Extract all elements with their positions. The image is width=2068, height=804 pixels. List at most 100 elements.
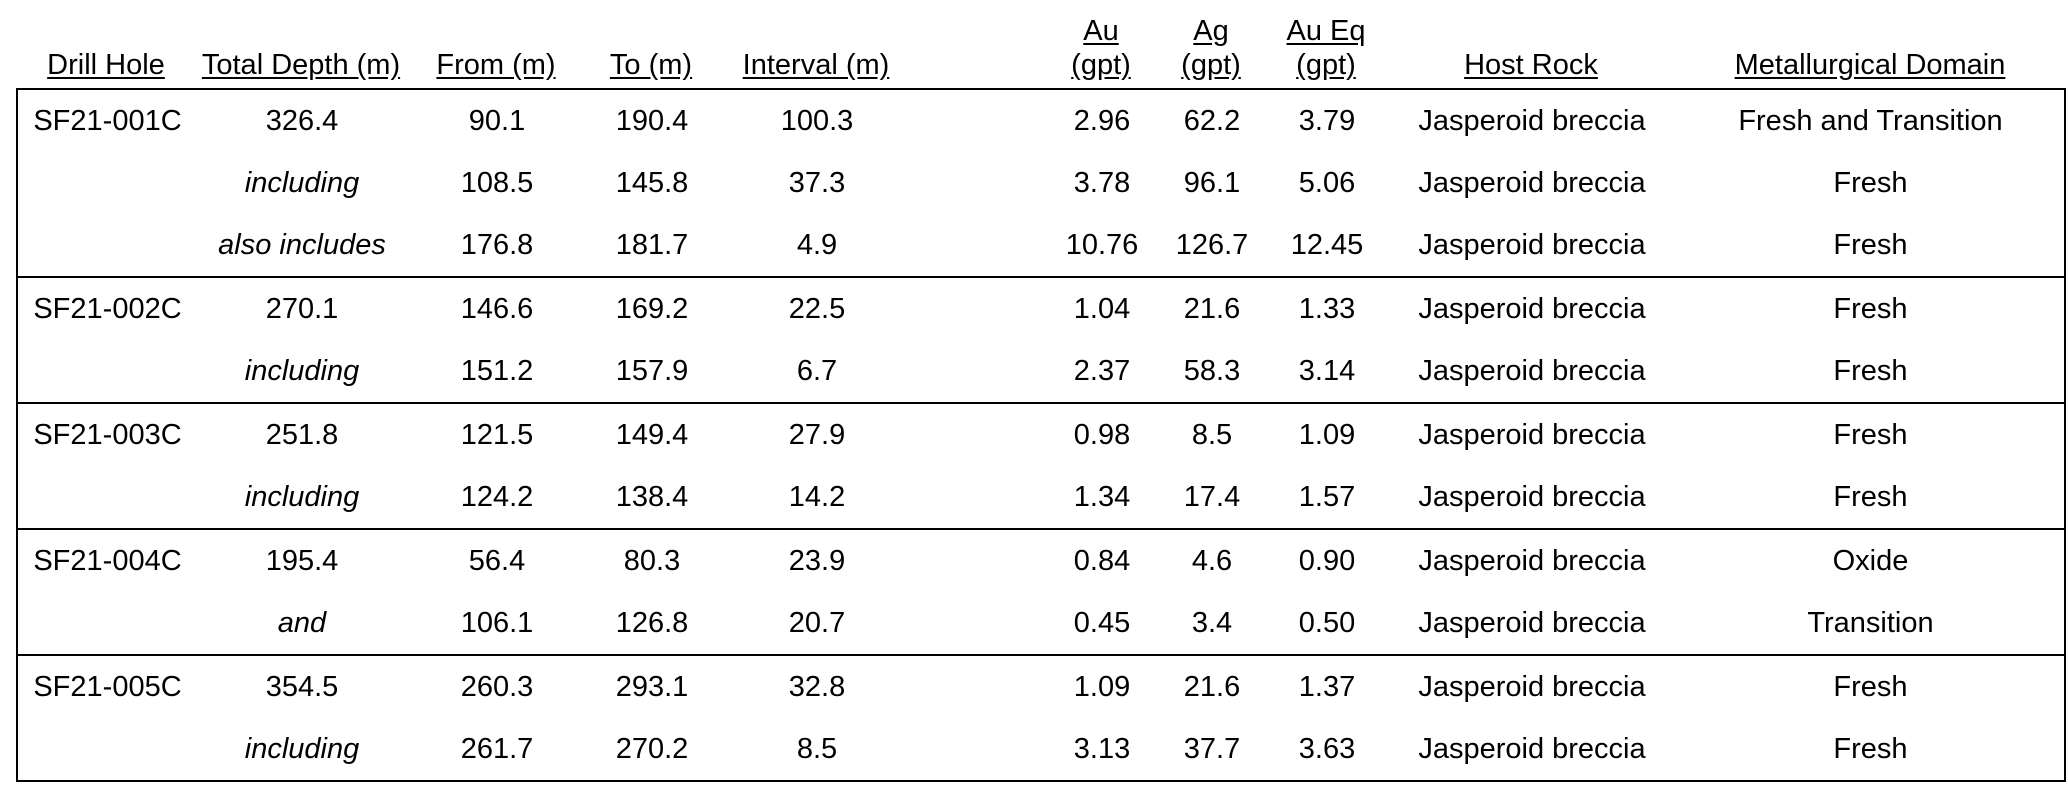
cell-au-eq: 0.50 <box>1298 606 1356 639</box>
header-au-eq: Au Eq (gpt) <box>1266 14 1386 82</box>
cell-au: 2.37 <box>1073 354 1131 387</box>
cell-from: 260.3 <box>407 654 587 718</box>
cell-drill-hole: SF21-004C <box>17 528 197 592</box>
cell-interval: 22.5 <box>717 276 917 340</box>
cell-met-domain: Fresh <box>1833 166 1908 199</box>
cell-met-domain: Fresh <box>1833 354 1908 387</box>
table-row: including 108.5 145.8 37.3 3.78 96.1 5.06 Jaspe… <box>17 152 2065 214</box>
cell-au-eq: 1.37 <box>1267 654 1387 718</box>
table-row: SF21-005C 354.5 260.3 293.1 32.8 1.09 21.6 1.37… <box>17 654 2065 718</box>
cell-from: 176.8 <box>460 228 534 261</box>
cell-total-depth: 270.1 <box>197 276 407 340</box>
cell-from: 90.1 <box>468 104 526 137</box>
cell-met-domain: Fresh <box>1833 732 1908 765</box>
cell-met-domain: Fresh <box>1833 480 1908 513</box>
cell-interval: 27.9 <box>717 402 917 466</box>
cell-spacer <box>917 718 1047 781</box>
cell-au-eq: 0.90 <box>1267 528 1387 592</box>
cell-au: 1.04 <box>1047 276 1157 340</box>
cell-met-domain: Fresh and Transition <box>1738 104 2003 137</box>
cell-total-depth: 195.4 <box>197 528 407 592</box>
cell-host-rock: Jasperoid breccia <box>1418 166 1646 199</box>
cell-au-eq: 3.14 <box>1298 354 1356 387</box>
cell-to: 80.3 <box>587 528 717 592</box>
cell-interval: 37.3 <box>788 166 846 199</box>
header-total-depth: Total Depth (m) <box>201 49 401 81</box>
cell-ag: 4.6 <box>1157 528 1267 592</box>
cell-spacer <box>917 528 1047 592</box>
cell-drill-hole <box>17 718 197 781</box>
cell-interval: 23.9 <box>717 528 917 592</box>
table-header: Drill Hole Total Depth (m) From (m) To (… <box>16 0 2064 88</box>
cell-total-depth: including <box>244 166 360 199</box>
cell-to: 126.8 <box>615 606 689 639</box>
header-au-line1: Au <box>1083 15 1119 47</box>
cell-au: 0.45 <box>1073 606 1131 639</box>
cell-met-domain: Fresh <box>1833 228 1908 261</box>
cell-total-depth: 326.4 <box>265 104 339 137</box>
cell-au-eq: 1.09 <box>1267 402 1387 466</box>
cell-interval: 8.5 <box>796 732 838 765</box>
cell-au-eq: 3.79 <box>1298 104 1356 137</box>
cell-total-depth: also includes <box>218 228 386 261</box>
cell-drill-hole <box>17 152 197 214</box>
cell-met-domain: Fresh <box>1677 654 2065 718</box>
table-row: SF21-003C 251.8 121.5 149.4 27.9 0.98 8.5 1.09 J… <box>17 402 2065 466</box>
cell-drill-hole: SF21-002C <box>17 276 197 340</box>
header-met-domain: Metallurgical Domain <box>1734 49 2006 81</box>
cell-met-domain: Oxide <box>1677 528 2065 592</box>
cell-drill-hole <box>17 592 197 655</box>
cell-drill-hole: SF21-005C <box>17 654 197 718</box>
cell-to: 181.7 <box>615 228 689 261</box>
cell-au: 0.84 <box>1047 528 1157 592</box>
cell-met-domain: Transition <box>1807 606 1934 639</box>
cell-spacer <box>917 402 1047 466</box>
cell-from: 121.5 <box>407 402 587 466</box>
cell-spacer <box>917 214 1047 277</box>
cell-drill-hole <box>17 214 197 277</box>
header-from: From (m) <box>436 49 556 81</box>
table-row: SF21-002C 270.1 146.6 169.2 22.5 1.04 21.6 1.33… <box>17 276 2065 340</box>
cell-drill-hole <box>17 466 197 529</box>
cell-to: 138.4 <box>615 480 689 513</box>
results-table: SF21-001C 326.4 90.1 190.4 100.3 2.96 62.2 3.79… <box>16 88 2066 782</box>
cell-spacer <box>917 592 1047 655</box>
cell-au-eq: 5.06 <box>1298 166 1356 199</box>
table-row: and 106.1 126.8 20.7 0.45 3.4 0.50 Jasperoid br… <box>17 592 2065 655</box>
cell-au: 3.78 <box>1073 166 1131 199</box>
cell-ag: 3.4 <box>1191 606 1233 639</box>
header-to: To (m) <box>609 49 693 81</box>
cell-interval: 6.7 <box>796 354 838 387</box>
cell-host-rock: Jasperoid breccia <box>1418 480 1646 513</box>
table-row: including 261.7 270.2 8.5 3.13 37.7 3.63 Jasper… <box>17 718 2065 781</box>
table-row: SF21-001C 326.4 90.1 190.4 100.3 2.96 62.2 3.79… <box>17 89 2065 152</box>
cell-spacer <box>917 654 1047 718</box>
cell-total-depth: 354.5 <box>197 654 407 718</box>
cell-to: 157.9 <box>615 354 689 387</box>
cell-from: 261.7 <box>460 732 534 765</box>
cell-spacer <box>917 340 1047 403</box>
cell-au: 2.96 <box>1073 104 1131 137</box>
cell-host-rock: Jasperoid breccia <box>1387 402 1677 466</box>
cell-interval: 4.9 <box>796 228 838 261</box>
cell-to: 169.2 <box>587 276 717 340</box>
header-ag-line2: (gpt) <box>1181 49 1241 81</box>
header-drill-hole: Drill Hole <box>47 49 165 81</box>
header-interval: Interval (m) <box>742 49 890 81</box>
header-au-line2: (gpt) <box>1071 49 1131 81</box>
cell-interval: 32.8 <box>717 654 917 718</box>
cell-to: 190.4 <box>615 104 689 137</box>
cell-ag: 62.2 <box>1183 104 1241 137</box>
cell-au: 1.09 <box>1047 654 1157 718</box>
cell-ag: 58.3 <box>1183 354 1241 387</box>
cell-total-depth: 251.8 <box>197 402 407 466</box>
cell-host-rock: Jasperoid breccia <box>1418 732 1646 765</box>
cell-host-rock: Jasperoid breccia <box>1418 228 1646 261</box>
cell-au: 3.13 <box>1073 732 1131 765</box>
cell-au-eq: 1.57 <box>1298 480 1356 513</box>
cell-spacer <box>917 89 1047 152</box>
cell-drill-hole <box>17 340 197 403</box>
cell-au: 10.76 <box>1065 228 1139 261</box>
cell-spacer <box>917 152 1047 214</box>
